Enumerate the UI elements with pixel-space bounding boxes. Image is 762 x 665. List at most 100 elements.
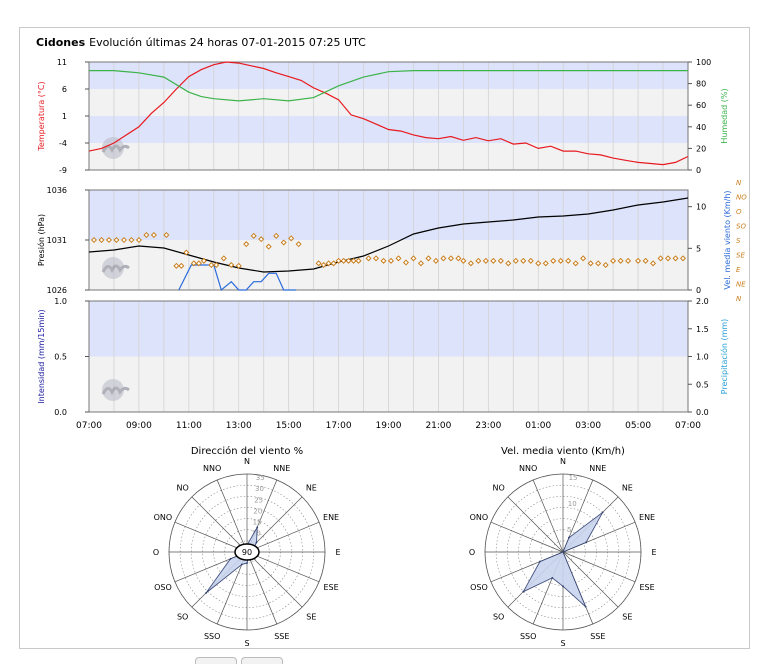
wind-direction-point — [657, 255, 664, 262]
wind-direction-point — [527, 257, 534, 264]
meteo-logo-watermark — [101, 379, 130, 401]
temperature-line — [88, 61, 689, 166]
polar-direction-label: E — [651, 548, 656, 557]
wind-direction-point — [672, 255, 679, 262]
pressure-line — [88, 197, 689, 273]
polar-spoke — [216, 479, 248, 553]
polar-direction-label: NNO — [203, 464, 221, 473]
wind-direction-point — [288, 235, 295, 242]
pressure-wind-panel: 1036 1031 1026 10 5 0 Presión (hPa) Vel. media … — [36, 179, 747, 303]
wind-direction-point — [425, 255, 432, 262]
wind-direction-point — [183, 249, 190, 256]
right-axis-title: Humedad (%) — [720, 88, 729, 143]
wind-direction-point — [680, 255, 687, 262]
left-axis-title: Temperatura (°C) — [37, 81, 46, 151]
polar-direction-label: ESE — [323, 583, 338, 592]
wind-direction-point — [635, 257, 642, 264]
polar-spoke — [191, 496, 248, 553]
wind-direction-point — [345, 257, 352, 264]
direction-tick-label: SE — [736, 252, 745, 260]
wind-direction-point — [565, 257, 572, 264]
wind-direction-point — [572, 260, 579, 267]
left-tick-label: -9 — [59, 166, 67, 175]
x-tick-label: 09:00 — [126, 421, 152, 431]
wind-direction-point — [220, 255, 227, 262]
wind-direction-point — [373, 255, 380, 262]
direction-tick-label: N — [736, 295, 742, 303]
wind-speed-line — [178, 264, 297, 292]
right-tick-label: 0.0 — [696, 408, 709, 417]
polar-direction-label: NNE — [589, 464, 606, 473]
polar-spoke — [246, 551, 320, 583]
wind-direction-point — [135, 236, 142, 244]
direction-tick-label: NE — [736, 281, 746, 289]
logo-wave — [101, 264, 130, 274]
polar-direction-label: O — [153, 548, 159, 557]
polar-spoke — [507, 496, 564, 553]
wind-direction-point — [105, 236, 112, 244]
polar-direction-label: S — [244, 639, 249, 648]
x-tick-label: 11:00 — [176, 421, 202, 431]
wind-direction-point — [665, 255, 672, 262]
wind-rose-point — [551, 577, 554, 579]
x-tick-label: 13:00 — [226, 421, 252, 431]
x-tick-label: 07:00 — [76, 421, 102, 431]
wind-rose-point — [601, 511, 604, 514]
left-tick-label: 0.0 — [54, 408, 67, 417]
wind-direction-point — [460, 257, 467, 264]
right-tick-label: 2.0 — [696, 297, 709, 306]
wind-direction-point — [273, 232, 280, 239]
wind-direction-point — [417, 260, 424, 267]
polar-spoke — [532, 479, 564, 553]
wind-direction-point — [150, 231, 157, 239]
polar-direction-label: SE — [622, 612, 632, 621]
x-tick-label: 01:00 — [525, 421, 551, 431]
wind-rose-point — [562, 585, 564, 588]
wind-direction-point — [258, 236, 265, 243]
wind-direction-point — [190, 260, 197, 267]
wind-direction-point — [642, 257, 649, 264]
wind-direction-point — [617, 257, 624, 264]
wind-direction-point — [535, 260, 542, 267]
wind-direction-point — [410, 255, 417, 262]
wind-direction-point — [505, 260, 512, 267]
wind-direction-point — [113, 236, 120, 244]
wind-rose-title: Dirección del viento % — [191, 445, 303, 457]
bottom-tabs — [195, 657, 285, 665]
wind-direction-point — [350, 257, 357, 264]
wind-direction-point — [512, 257, 519, 264]
wind-direction-point — [235, 262, 242, 269]
polar-direction-label: ENE — [639, 513, 655, 522]
wind-direction-point — [602, 261, 609, 269]
polar-direction-label: SSO — [520, 632, 536, 641]
polar-ring-label: 35 — [256, 474, 265, 482]
wind-direction-point — [178, 262, 185, 269]
polar-direction-label: SO — [493, 612, 504, 621]
wind-direction-point — [432, 257, 439, 264]
wind-direction-point — [330, 260, 337, 267]
wind-direction-point — [625, 257, 632, 264]
polar-direction-label: ESE — [639, 583, 654, 592]
right-tick-label: 60 — [696, 101, 706, 110]
wind-direction-point — [90, 236, 97, 244]
wind-direction-point — [610, 257, 617, 264]
wind-rose-point — [246, 562, 248, 565]
polar-direction-label: NNE — [273, 464, 290, 473]
x-tick-label: 21:00 — [425, 421, 451, 431]
wind-direction-point — [98, 236, 105, 244]
wind-direction-point — [143, 231, 150, 239]
wind-direction-point — [340, 257, 347, 264]
wind-direction-point — [440, 255, 447, 262]
polar-direction-label: E — [335, 548, 340, 557]
polar-spoke — [562, 551, 619, 608]
polar-direction-label: NE — [622, 484, 633, 493]
wind-direction-point — [482, 257, 489, 264]
polar-spoke — [562, 551, 636, 583]
right-tick-label: 10 — [696, 203, 706, 212]
wind-direction-point — [355, 257, 362, 264]
polar-spoke — [174, 521, 248, 553]
wind-direction-point — [325, 260, 332, 267]
left-tick-label: 1031 — [47, 236, 67, 245]
polar-direction-label: OSO — [470, 583, 488, 592]
